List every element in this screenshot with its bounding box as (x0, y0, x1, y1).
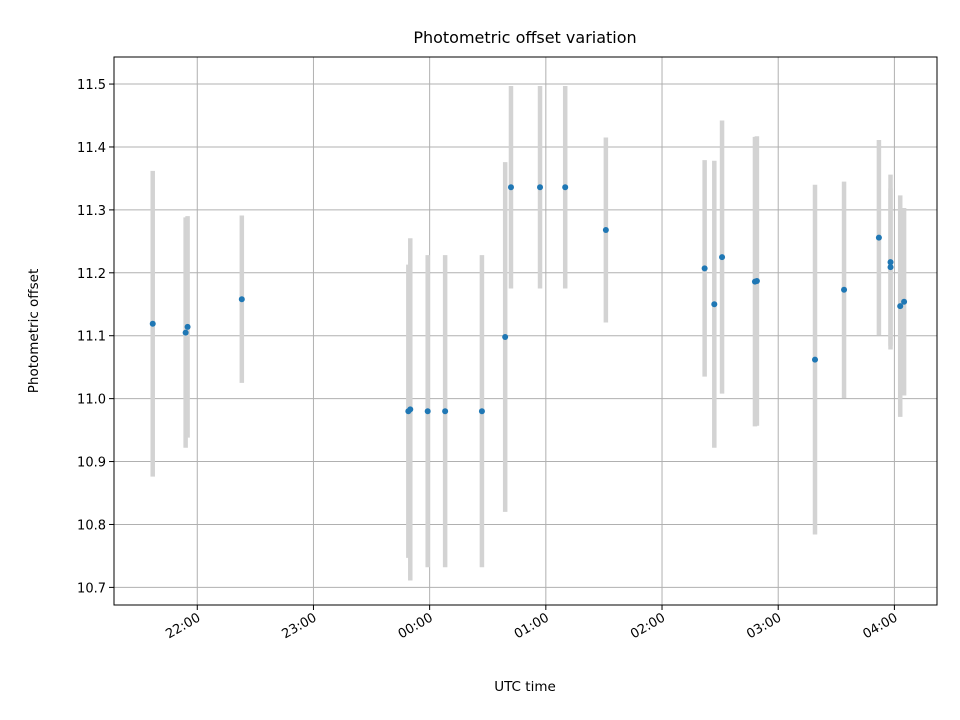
data-point (184, 323, 191, 330)
data-point (841, 286, 848, 293)
data-point (875, 234, 882, 241)
y-tick-label: 11.4 (77, 141, 106, 156)
data-point (238, 296, 245, 303)
y-tick-label: 10.9 (77, 456, 106, 471)
y-tick-label: 10.8 (77, 518, 106, 533)
data-point (502, 333, 509, 340)
grid (114, 57, 937, 605)
data-point (478, 408, 485, 415)
data-point (887, 259, 894, 266)
data-point (537, 184, 544, 191)
y-tick-label: 11.5 (77, 78, 106, 93)
y-tick-label: 11.1 (77, 330, 106, 345)
data-points (149, 184, 908, 415)
data-point (812, 356, 819, 363)
chart-title: Photometric offset variation (413, 28, 636, 47)
y-tick-label: 11.2 (77, 267, 106, 282)
data-point (711, 301, 718, 308)
data-point (562, 184, 569, 191)
data-point (897, 303, 904, 310)
data-point (149, 320, 156, 327)
data-point (182, 329, 189, 336)
data-point (442, 408, 449, 415)
y-tick-label: 11.3 (77, 204, 106, 219)
y-tick-label: 11.0 (77, 393, 106, 408)
data-point (719, 254, 726, 261)
data-point (901, 298, 908, 305)
y-axis-label: Photometric offset (26, 269, 42, 393)
data-point (507, 184, 514, 191)
plot-frame (113, 56, 938, 606)
data-point (602, 227, 609, 234)
y-tick-label: 10.7 (77, 581, 106, 596)
data-point (753, 277, 760, 284)
data-point (887, 264, 894, 271)
data-point (701, 265, 708, 272)
data-point (424, 408, 431, 415)
data-point (407, 406, 414, 413)
x-axis-label: UTC time (494, 679, 556, 695)
y-axis: 10.7 10.8 10.9 11.0 11.1 11.2 11.3 11.4 11.5 (77, 78, 114, 596)
